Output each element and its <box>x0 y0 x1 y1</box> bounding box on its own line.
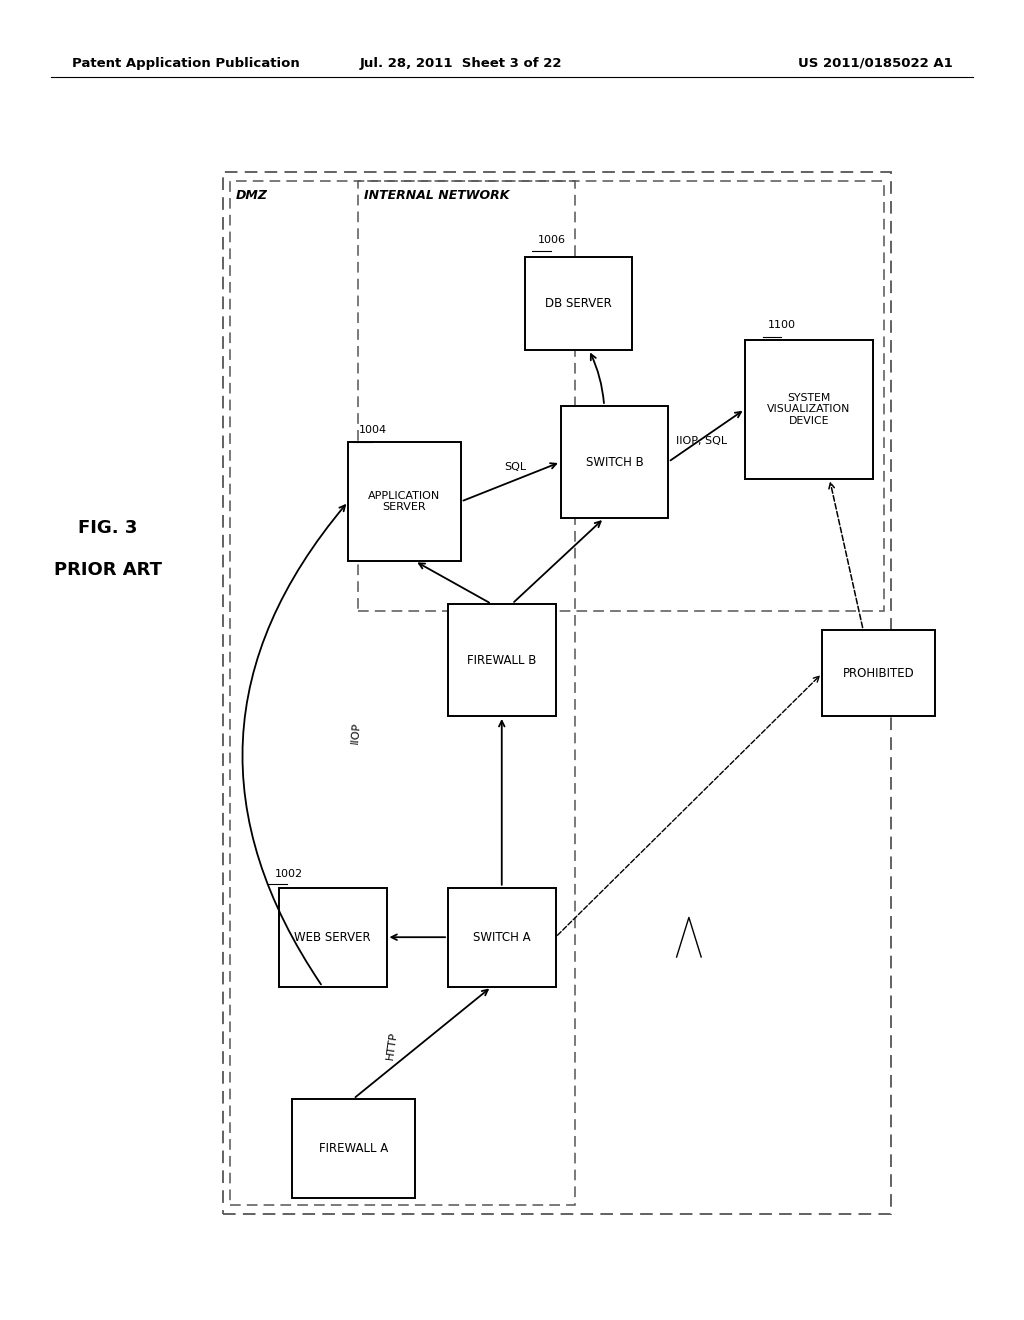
Text: 1100: 1100 <box>768 319 796 330</box>
Text: 1002: 1002 <box>274 869 302 879</box>
Text: 1006: 1006 <box>538 235 565 246</box>
Text: WEB SERVER: WEB SERVER <box>295 931 371 944</box>
Text: DB SERVER: DB SERVER <box>545 297 612 310</box>
Text: SYSTEM
VISUALIZATION
DEVICE: SYSTEM VISUALIZATION DEVICE <box>767 392 851 426</box>
Text: IIOP: IIOP <box>350 721 362 744</box>
Text: INTERNAL NETWORK: INTERNAL NETWORK <box>364 189 509 202</box>
Bar <box>292 1098 415 1199</box>
Text: FIREWALL B: FIREWALL B <box>467 653 537 667</box>
Bar <box>358 181 884 611</box>
Text: DMZ: DMZ <box>236 189 267 202</box>
Text: PRIOR ART: PRIOR ART <box>53 561 162 579</box>
Text: SWITCH A: SWITCH A <box>473 931 530 944</box>
Text: US 2011/0185022 A1: US 2011/0185022 A1 <box>798 57 952 70</box>
Text: SQL: SQL <box>504 462 526 473</box>
Bar <box>279 887 387 987</box>
Text: IIOP, SQL: IIOP, SQL <box>676 436 727 446</box>
Bar <box>561 407 668 517</box>
Bar <box>230 181 575 1205</box>
Text: FIREWALL A: FIREWALL A <box>318 1142 388 1155</box>
Text: FIG. 3: FIG. 3 <box>78 519 137 537</box>
Text: APPLICATION
SERVER: APPLICATION SERVER <box>369 491 440 512</box>
Text: PROHIBITED: PROHIBITED <box>843 667 914 680</box>
Bar <box>223 172 891 1214</box>
Bar <box>745 341 872 479</box>
Text: 1004: 1004 <box>358 425 386 436</box>
Text: Jul. 28, 2011  Sheet 3 of 22: Jul. 28, 2011 Sheet 3 of 22 <box>359 57 562 70</box>
Text: Patent Application Publication: Patent Application Publication <box>72 57 299 70</box>
Bar <box>524 257 632 350</box>
Bar <box>822 631 935 715</box>
Text: HTTP: HTTP <box>385 1031 399 1060</box>
Bar <box>449 887 555 987</box>
Bar <box>449 605 555 715</box>
Bar <box>348 442 461 561</box>
Text: SWITCH B: SWITCH B <box>586 455 643 469</box>
